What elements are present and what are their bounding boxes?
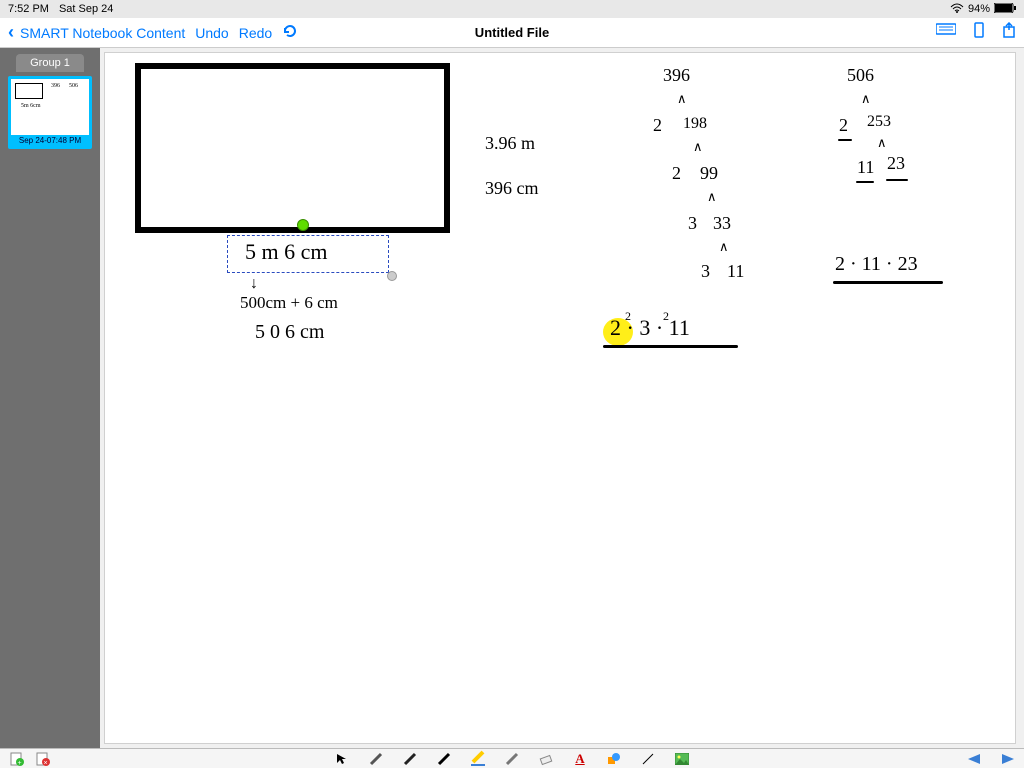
- redo-button[interactable]: Redo: [239, 25, 272, 41]
- share-icon[interactable]: [1002, 22, 1016, 43]
- toolbar: ‹ SMART Notebook Content Undo Redo Untit…: [0, 18, 1024, 48]
- caret-icon: ∧: [877, 135, 887, 151]
- shapes-icon[interactable]: [607, 752, 621, 766]
- bottom-toolbar: + × A: [0, 748, 1024, 768]
- t1d: 99: [700, 163, 718, 184]
- result1: 2 · 3 · 11: [610, 315, 690, 341]
- hw-height-cm: 396 cm: [485, 178, 539, 199]
- battery-icon: [994, 3, 1016, 16]
- t2c: 11: [857, 157, 874, 178]
- t1c: 2: [672, 163, 681, 184]
- status-bar: 7:52 PM Sat Sep 24 94%: [0, 0, 1024, 18]
- page-thumbnail[interactable]: 396 506 5m 6cm Sep 24-07:48 PM: [8, 76, 92, 149]
- sidebar: Group 1 396 506 5m 6cm Sep 24-07:48 PM: [0, 48, 100, 748]
- text-tool-icon[interactable]: A: [573, 752, 587, 766]
- svg-text:+: +: [18, 760, 22, 766]
- toolbar-left: ‹ SMART Notebook Content Undo Redo: [8, 22, 298, 43]
- t1g: 3: [701, 261, 710, 282]
- result2: 2 · 11 · 23: [835, 253, 918, 276]
- tree2-top: 506: [847, 65, 874, 86]
- r1sup2: 2: [663, 309, 669, 324]
- resize-handle[interactable]: [387, 271, 397, 281]
- pen3-icon[interactable]: [437, 752, 451, 766]
- bt-left: + ×: [10, 752, 50, 766]
- add-page-icon[interactable]: +: [10, 752, 24, 766]
- canvas[interactable]: 5 m 6 cm ↓ 500cm + 6 cm 5 0 6 cm 3.96 m …: [104, 52, 1016, 744]
- status-date: Sat Sep 24: [59, 3, 113, 15]
- bt-right: [966, 752, 1014, 766]
- t2d: 23: [887, 153, 905, 174]
- caret-icon: ∧: [861, 91, 871, 107]
- pen4-icon[interactable]: [505, 752, 519, 766]
- r1sup1: 2: [625, 309, 631, 324]
- underline-2d: [886, 179, 908, 181]
- status-time: 7:52 PM: [8, 3, 49, 15]
- caret-icon: ∧: [719, 239, 729, 255]
- underline-2a: [838, 139, 852, 141]
- t1f: 33: [713, 213, 731, 234]
- battery-text: 94%: [968, 3, 990, 15]
- t2a: 2: [839, 115, 848, 136]
- image-tool-icon[interactable]: [675, 752, 689, 766]
- pointer-tool-icon[interactable]: [335, 752, 349, 766]
- hw-total: 5 0 6 cm: [255, 321, 324, 344]
- t1a: 2: [653, 115, 662, 136]
- caret-icon: ∧: [693, 139, 703, 155]
- hw-arrow: ↓: [250, 275, 258, 293]
- svg-text:×: ×: [44, 760, 48, 766]
- keyboard-icon[interactable]: [936, 22, 956, 43]
- hw-height-m: 3.96 m: [485, 133, 535, 154]
- prev-page-icon[interactable]: [966, 752, 980, 766]
- t2b: 253: [867, 113, 891, 131]
- group-tab[interactable]: Group 1: [16, 54, 84, 72]
- eraser-icon[interactable]: [539, 752, 553, 766]
- thumbnail-image: 396 506 5m 6cm: [11, 79, 89, 135]
- next-page-icon[interactable]: [1000, 752, 1014, 766]
- thumbnail-label: Sep 24-07:48 PM: [11, 135, 89, 146]
- hw-calc: 500cm + 6 cm: [240, 293, 338, 313]
- delete-page-icon[interactable]: ×: [36, 752, 50, 766]
- underline1: [603, 345, 738, 348]
- page-title: Untitled File: [475, 25, 549, 40]
- back-chevron-icon[interactable]: ‹: [8, 22, 14, 43]
- t1e: 3: [688, 213, 697, 234]
- refresh-icon[interactable]: [282, 23, 298, 42]
- undo-button[interactable]: Undo: [195, 25, 228, 41]
- wifi-icon: [950, 3, 964, 16]
- t1b: 198: [683, 115, 707, 133]
- hw-dimension: 5 m 6 cm: [245, 239, 328, 265]
- t1h: 11: [727, 261, 744, 282]
- panel-icon[interactable]: [974, 22, 984, 43]
- underline-2c: [856, 181, 874, 183]
- pen1-icon[interactable]: [369, 752, 383, 766]
- caret-icon: ∧: [677, 91, 687, 107]
- rotate-handle[interactable]: [297, 219, 309, 231]
- bt-center: A: [335, 752, 689, 766]
- tree1-top: 396: [663, 65, 690, 86]
- caret-icon: ∧: [707, 189, 717, 205]
- main-area: Group 1 396 506 5m 6cm Sep 24-07:48 PM 5…: [0, 48, 1024, 748]
- line-tool-icon[interactable]: [641, 752, 655, 766]
- back-button[interactable]: SMART Notebook Content: [20, 25, 185, 41]
- underline2: [833, 281, 943, 284]
- status-right: 94%: [950, 3, 1016, 16]
- toolbar-right: [936, 22, 1016, 43]
- pen2-icon[interactable]: [403, 752, 417, 766]
- highlighter-icon[interactable]: [471, 752, 485, 766]
- drawn-rectangle[interactable]: [135, 63, 450, 233]
